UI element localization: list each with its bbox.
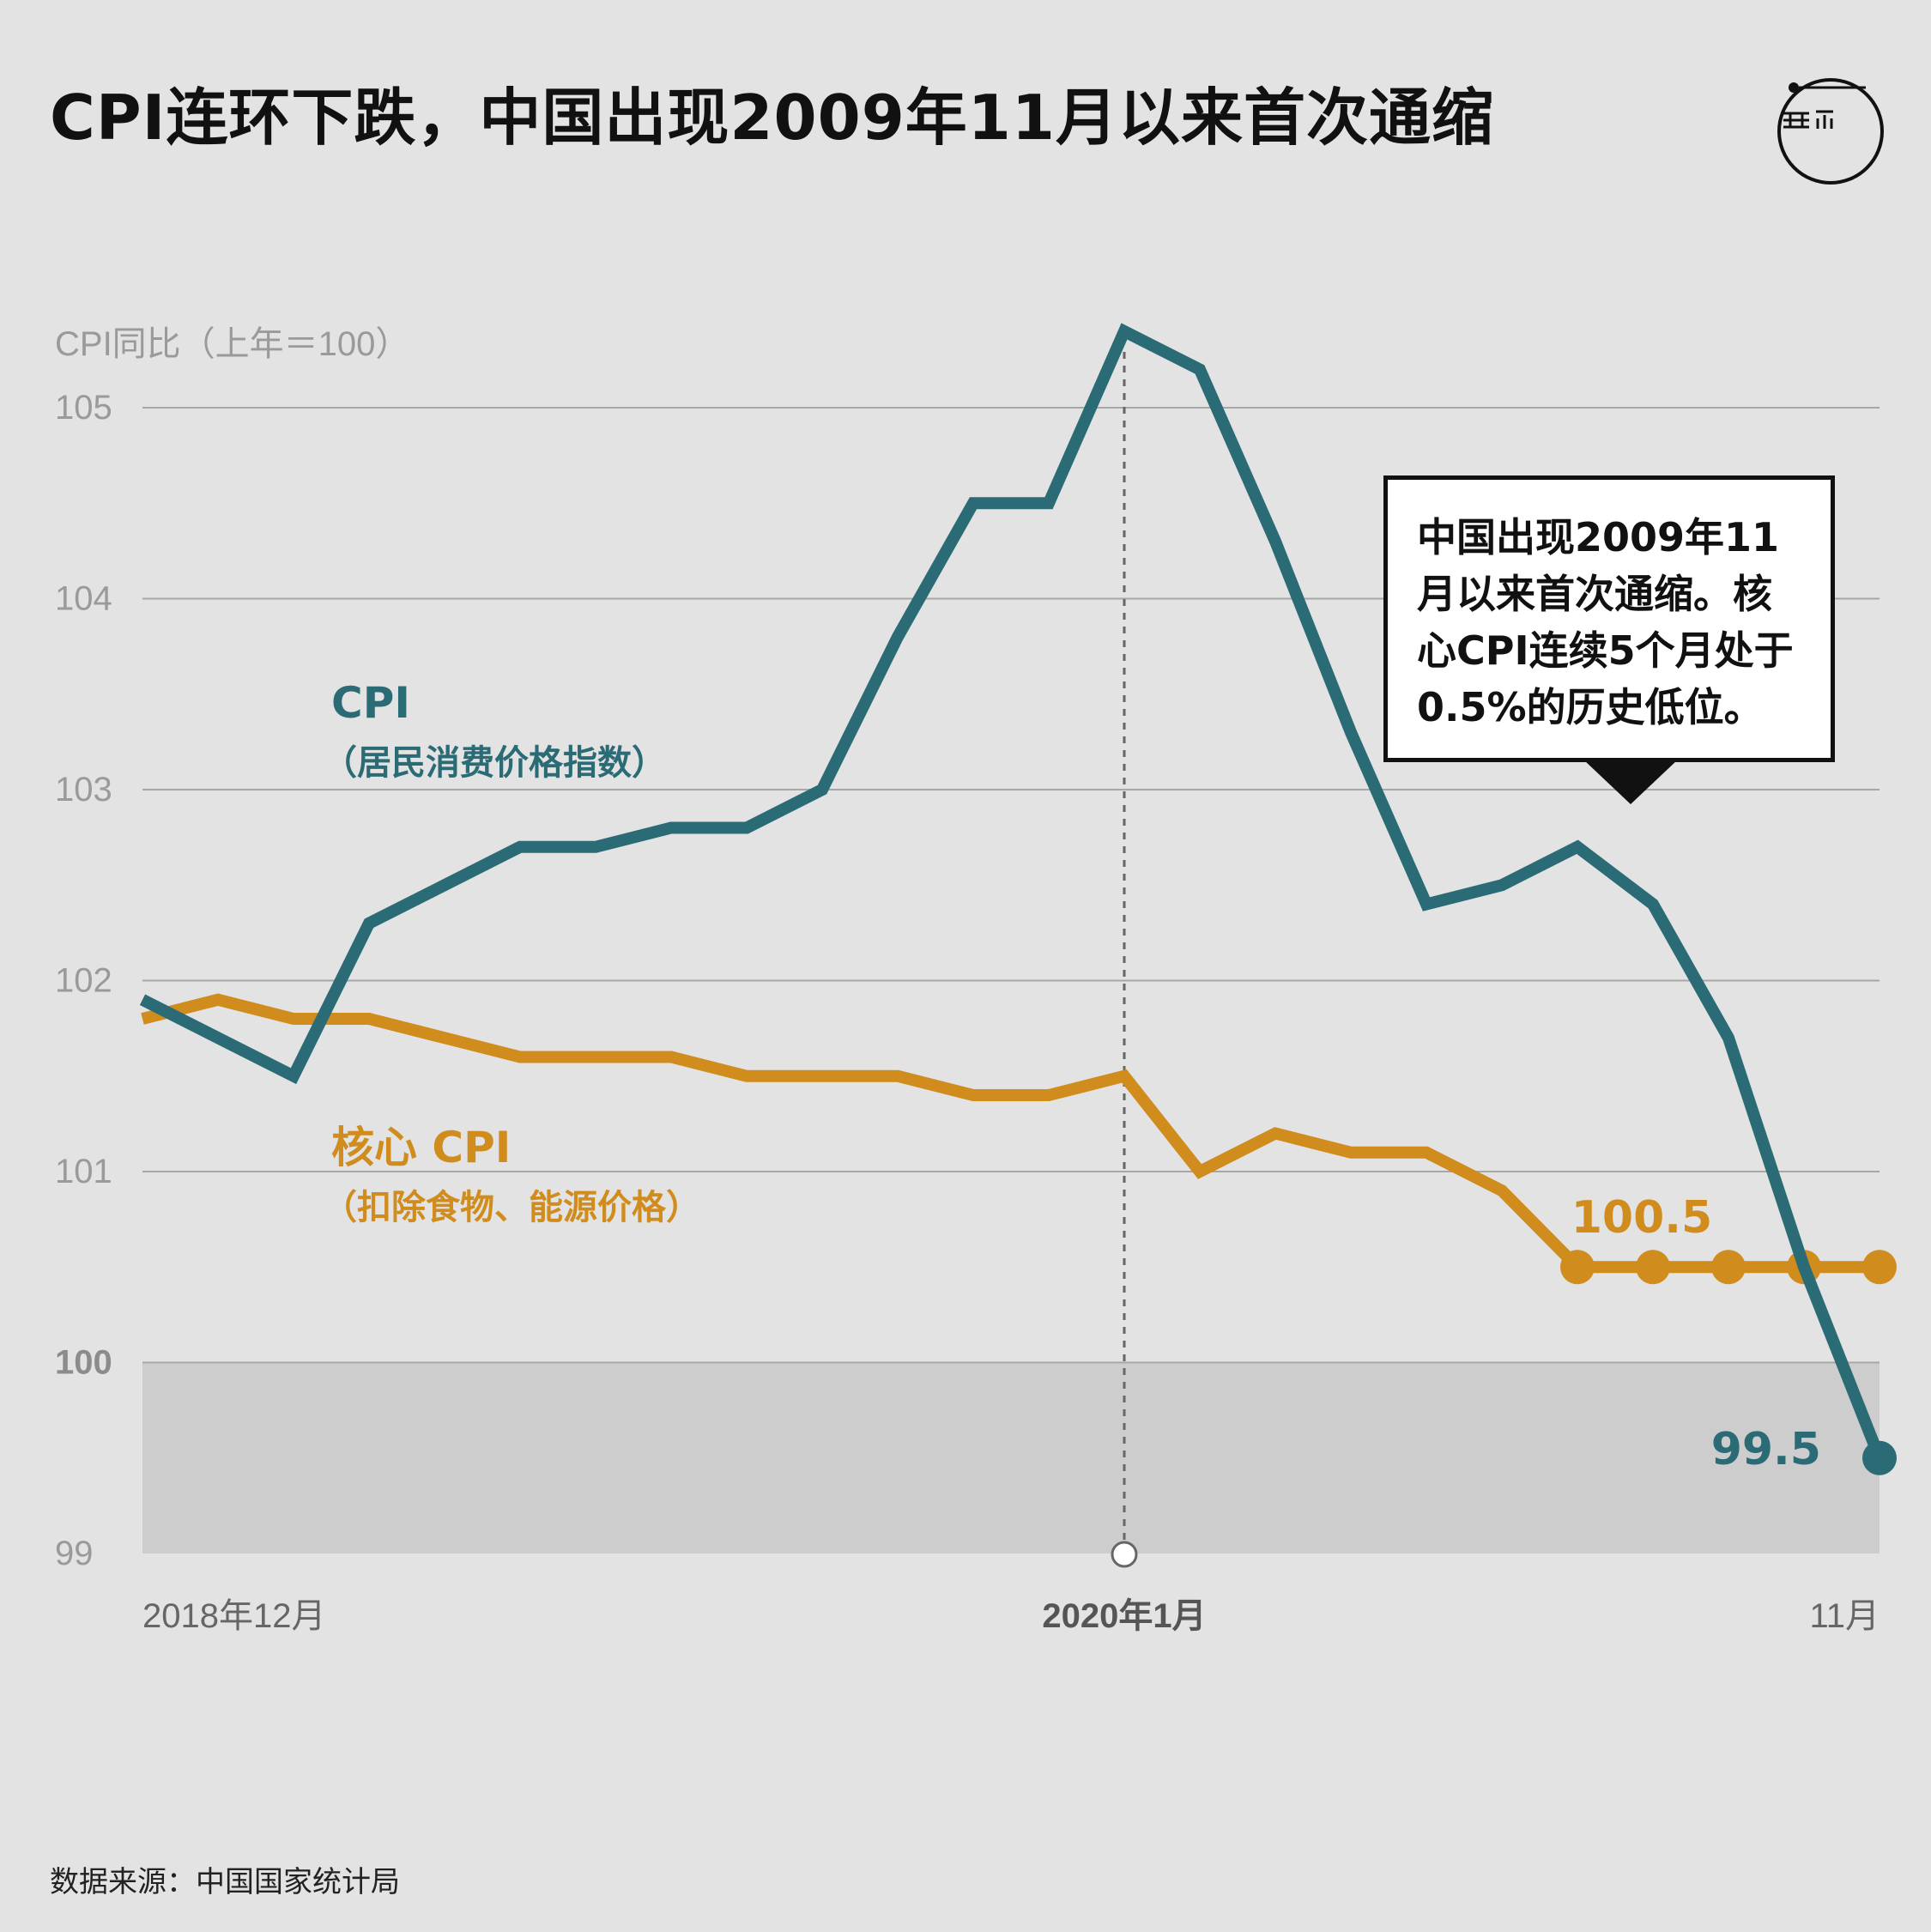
callout-pointer — [1583, 760, 1678, 804]
data-point-marker — [1560, 1250, 1595, 1285]
y-tick-label: 101 — [55, 1153, 112, 1190]
logo-icon — [1777, 78, 1884, 185]
x-tick-label: 2018年12月 — [142, 1597, 325, 1635]
series-name: 核心 CPI — [331, 1123, 511, 1172]
x-tick-label: 2020年1月 — [1042, 1597, 1206, 1635]
deflation-band — [142, 1362, 1880, 1553]
data-label: 99.5 — [1711, 1424, 1821, 1475]
series-labels: CPI （居民消费价格指数） 核心 CPI （扣除食物、能源价格） 100.5 99.5 — [323, 678, 1821, 1475]
series-description: （扣除食物、能源价格） — [323, 1188, 700, 1227]
data-point-marker — [1711, 1250, 1746, 1285]
y-tick-label: 99 — [55, 1535, 94, 1572]
annotation-text: 中国出现2009年11月以来首次通缩。核心CPI连续5个月处于0.5%的历史低位… — [1417, 514, 1794, 730]
x-tick-label: 11月 — [1809, 1597, 1880, 1635]
series-line — [139, 323, 1886, 1461]
y-tick-label: 103 — [55, 771, 112, 809]
series-name: CPI — [331, 678, 410, 728]
source-note: 数据来源：中国国家统计局 — [50, 1865, 400, 1899]
gridlines — [142, 407, 1880, 1364]
y-tick-label: 100 — [55, 1344, 112, 1382]
highlight-axis-marker — [1111, 1541, 1138, 1568]
data-point-marker — [1862, 1440, 1897, 1475]
annotation-callout: 中国出现2009年11月以来首次通缩。核心CPI连续5个月处于0.5%的历史低位… — [1383, 475, 1835, 762]
data-point-marker — [1862, 1250, 1897, 1285]
chart-title: CPI连环下跌，中国出现2009年11月以来首次通缩 — [50, 82, 1494, 154]
data-label: 100.5 — [1571, 1192, 1712, 1244]
y-axis-ticks: 99 100 101 102 103 104 105 — [55, 389, 112, 1572]
y-tick-label: 102 — [55, 962, 112, 1000]
y-tick-label: 105 — [55, 389, 112, 427]
series-description: （居民消费价格指数） — [323, 743, 666, 783]
x-axis-ticks: 2018年12月 2020年1月 11月 — [142, 1597, 1880, 1635]
y-tick-label: 104 — [55, 580, 112, 618]
y-axis-label: CPI同比（上年＝100） — [55, 325, 409, 363]
data-point-marker — [1636, 1250, 1670, 1285]
series-layer — [139, 323, 1897, 1475]
